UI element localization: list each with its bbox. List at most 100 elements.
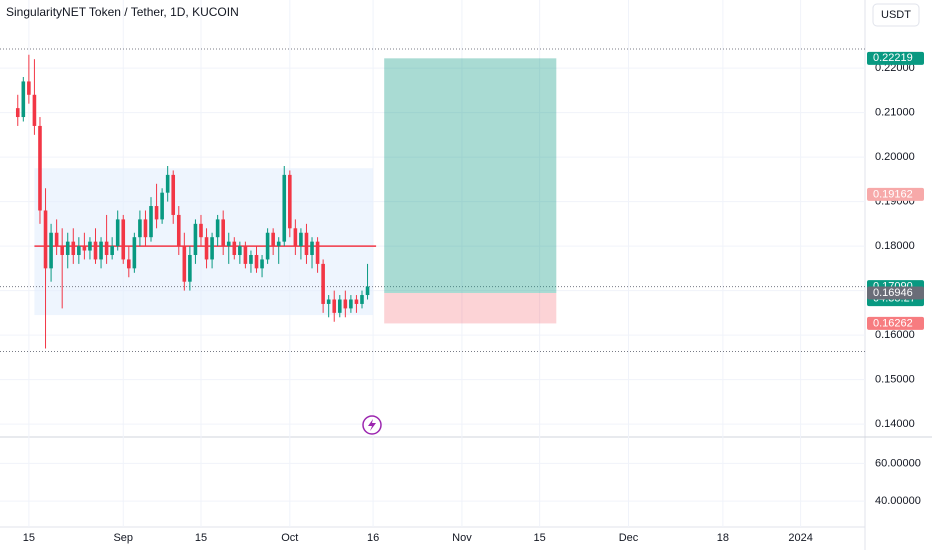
chart-title: SingularityNET Token / Tether, 1D, KUCOI…: [6, 5, 239, 19]
candle-body: [154, 206, 159, 220]
candle-body: [165, 174, 170, 193]
candle-body: [315, 241, 320, 264]
y-tick-label: 0.20000: [875, 151, 915, 163]
candle-body: [288, 174, 292, 229]
candle-body: [193, 223, 198, 255]
candle-body: [110, 246, 114, 255]
x-tick-label: 16: [367, 532, 379, 544]
candle-body: [71, 241, 76, 255]
candle-body: [276, 241, 281, 247]
candle-body: [77, 246, 81, 255]
position-profit-zone: [384, 58, 557, 293]
candle-body: [171, 174, 176, 215]
candle-body: [365, 286, 370, 296]
x-tick-label: 15: [23, 532, 35, 544]
price-tag: [867, 316, 924, 330]
candle-body: [293, 228, 298, 247]
candle-body: [199, 223, 203, 238]
candle-body: [360, 295, 364, 304]
candle-body: [282, 174, 287, 242]
candle-body: [82, 246, 87, 251]
price-tag: [867, 286, 924, 300]
candle-body: [104, 241, 109, 255]
candle-body: [326, 299, 331, 304]
candle-body: [38, 125, 42, 211]
candle-body: [54, 232, 59, 247]
price-tag: [867, 51, 924, 65]
x-tick-label: Sep: [113, 532, 133, 544]
candle-body: [221, 219, 225, 247]
price-tag-label: 0.16946: [873, 287, 913, 299]
x-tick-label: Dec: [619, 532, 639, 544]
candle-body: [132, 237, 137, 269]
x-tick-label: Nov: [452, 532, 472, 544]
y-tick-label: 0.22000: [875, 62, 915, 74]
candle-body: [115, 219, 120, 247]
candle-body: [43, 210, 48, 269]
candle-body: [260, 259, 264, 269]
candle-body: [27, 81, 31, 95]
y-tick-label: 60.00000: [875, 457, 921, 469]
candle-body: [226, 241, 231, 247]
y-tick-label: 0.18000: [875, 240, 915, 252]
position-loss-zone: [384, 292, 557, 324]
candle-body: [49, 232, 53, 269]
plot: [0, 48, 865, 353]
price-tag: [867, 187, 924, 201]
candle-body: [321, 263, 325, 304]
candle-body: [271, 232, 275, 247]
y-tick-label: 0.21000: [875, 106, 915, 118]
currency-button[interactable]: [872, 3, 920, 27]
candle-body: [65, 241, 70, 255]
candle-body: [210, 237, 214, 260]
price-tag-label: 0.19162: [873, 188, 913, 200]
candle-body: [265, 232, 270, 260]
candle-body: [349, 299, 353, 309]
x-tick-label: 15: [534, 532, 546, 544]
y-tick-label: 0.16000: [875, 329, 915, 341]
price-tag-label: 0.22219: [873, 52, 913, 64]
candle-body: [299, 232, 303, 247]
x-tick-label: Oct: [281, 532, 298, 544]
candle-body: [99, 241, 103, 260]
x-tick-label: 2024: [788, 532, 812, 544]
candle-body: [232, 241, 237, 255]
candle-body: [160, 192, 164, 220]
candle-body: [88, 241, 92, 251]
candle-body: [21, 81, 26, 118]
candle-body: [337, 299, 342, 313]
candle-body: [121, 219, 126, 260]
y-tick-label: 0.15000: [875, 373, 915, 385]
candle-body: [204, 237, 209, 260]
candle-body: [149, 206, 153, 238]
candle-body: [243, 246, 248, 264]
candle-body: [343, 299, 348, 309]
y-tick-label: 40.00000: [875, 495, 921, 507]
candle-body: [93, 241, 98, 260]
candle-body: [304, 232, 309, 255]
candle-body: [310, 241, 314, 255]
candle-body: [143, 219, 148, 238]
candle-body: [176, 214, 181, 247]
candle-body: [32, 94, 37, 126]
candle-body: [254, 254, 259, 269]
candle-body: [215, 219, 220, 238]
price-tag-label: 0.16262: [873, 317, 913, 329]
candle-body: [354, 299, 359, 304]
candle-body: [188, 254, 192, 282]
candle-body: [60, 246, 64, 255]
candle-body: [138, 219, 142, 238]
x-tick-label: 18: [717, 532, 729, 544]
event-icon-bolt: [368, 419, 376, 431]
candle-body: [127, 259, 131, 269]
candle-body: [15, 108, 20, 118]
currency-button-label[interactable]: USDT: [881, 9, 911, 21]
candle-body: [182, 246, 187, 282]
x-tick-label: 15: [195, 532, 207, 544]
y-tick-label: 0.14000: [875, 418, 915, 430]
candle-body: [249, 254, 253, 264]
candle-body: [238, 246, 242, 255]
candle-body: [332, 299, 337, 313]
